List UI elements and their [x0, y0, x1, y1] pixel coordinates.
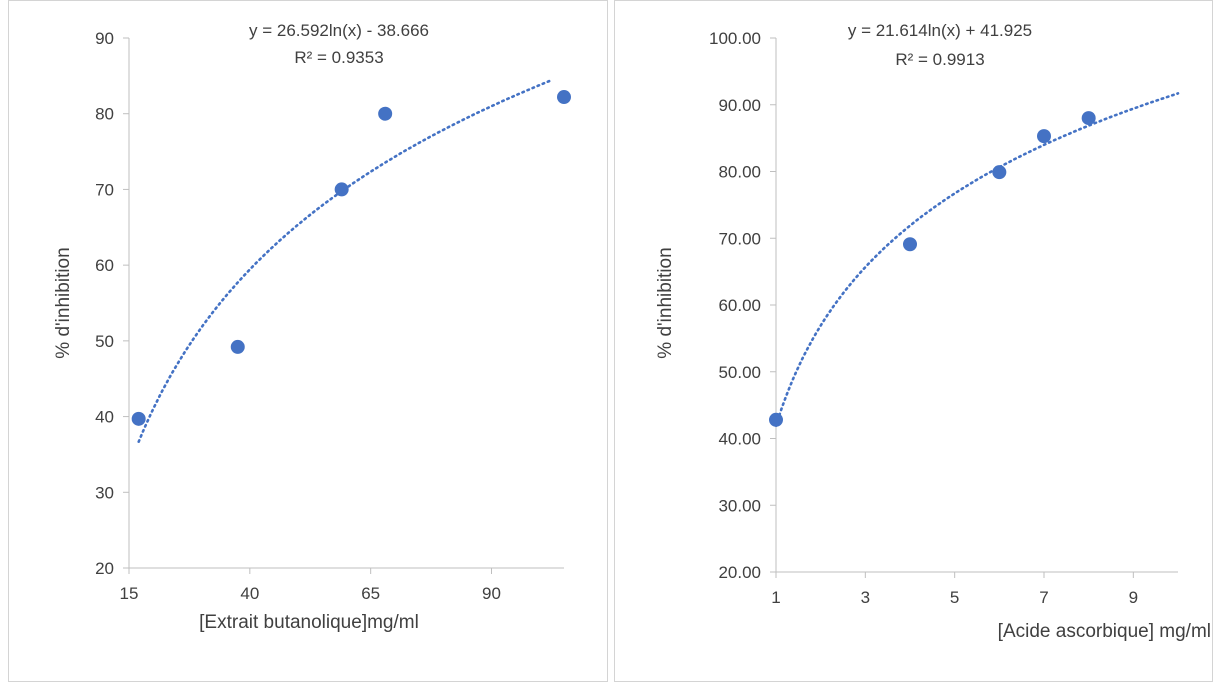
y-tick-label: 30 — [95, 483, 114, 502]
chart-panel-right: 20.00 30.00 40.00 50.00 60.00 70.00 80.00 90.00… — [614, 0, 1213, 682]
data-point — [334, 182, 349, 197]
y-tick-label: 100.00 — [709, 29, 761, 48]
data-point — [769, 412, 783, 427]
data-point — [992, 165, 1007, 180]
y-tick-label: 20.00 — [718, 563, 761, 582]
y-tick-label: 30.00 — [718, 496, 761, 515]
x-tick-label: 3 — [861, 588, 870, 607]
data-point — [903, 237, 917, 252]
chart-butanolic-extract: 20 30 40 50 60 70 80 90 15 40 65 90 y = 26.592ln(x) … — [53, 21, 571, 633]
trendline-r2: R² = 0.9913 — [895, 50, 984, 69]
x-tick-label: 7 — [1039, 588, 1048, 607]
x-tick-label: 65 — [361, 584, 380, 603]
y-tick-label: 70 — [95, 180, 114, 199]
y-tick-label: 40.00 — [718, 430, 761, 449]
x-tick-label: 5 — [950, 588, 959, 607]
data-point — [557, 90, 571, 105]
chart-ascorbic-acid: 20.00 30.00 40.00 50.00 60.00 70.00 80.00 90.00… — [655, 21, 1211, 642]
x-tick-label: 40 — [240, 584, 259, 603]
y-tick-label: 80.00 — [718, 163, 761, 182]
data-point — [378, 106, 393, 121]
x-tick-label: 15 — [120, 584, 139, 603]
trendline — [774, 92, 1180, 428]
y-tick-label: 60.00 — [718, 296, 761, 315]
chart-panel-left: 20 30 40 50 60 70 80 90 15 40 65 90 y = 26.592ln(x) … — [8, 0, 608, 682]
y-tick-label: 70.00 — [718, 229, 761, 248]
y-tick-label: 60 — [95, 256, 114, 275]
x-axis-label: [Extrait butanolique]mg/ml — [199, 612, 419, 633]
trendline-equation: y = 26.592ln(x) - 38.666 — [249, 21, 429, 40]
y-tick-label: 80 — [95, 105, 114, 124]
data-point — [131, 411, 146, 426]
y-tick-label: 90 — [95, 29, 114, 48]
trendline-r2: R² = 0.9353 — [294, 48, 383, 67]
data-point — [1081, 111, 1096, 126]
x-tick-label: 9 — [1129, 588, 1138, 607]
x-axis-label: [Acide ascorbique] mg/ml — [998, 621, 1211, 642]
data-point — [230, 339, 245, 354]
y-tick-label: 50.00 — [718, 363, 761, 382]
x-tick-label: 90 — [482, 584, 501, 603]
x-tick-label: 1 — [771, 588, 780, 607]
data-point — [1037, 129, 1051, 144]
y-tick-label: 90.00 — [718, 96, 761, 115]
trendline-equation: y = 21.614ln(x) + 41.925 — [848, 21, 1032, 40]
y-axis-label: % d'inhibition — [655, 247, 676, 358]
trendline — [137, 79, 551, 444]
y-tick-label: 50 — [95, 332, 114, 351]
y-axis-label: % d'inhibition — [53, 247, 74, 358]
y-tick-label: 20 — [95, 559, 114, 578]
y-tick-label: 40 — [95, 408, 114, 427]
